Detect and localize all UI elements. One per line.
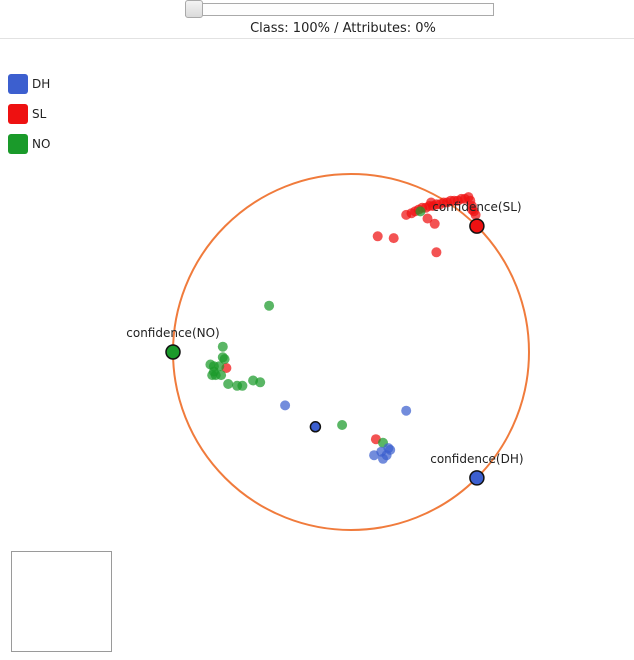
legend-item-no[interactable]: NO [8,133,50,154]
data-point-dh[interactable] [280,400,291,411]
anchor-dh[interactable] [469,470,485,486]
legend: DH SL NO [8,73,50,163]
data-point-sl[interactable] [426,197,437,208]
legend-swatch-sl [8,103,28,124]
data-point-dh[interactable] [401,405,412,416]
data-point-sl[interactable] [467,204,477,215]
weight-slider-thumb[interactable] [185,0,203,18]
legend-item-sl[interactable]: SL [8,103,50,124]
anchor-label-sl: confidence(SL) [432,200,521,214]
data-point-sl[interactable] [372,231,383,242]
data-point-no[interactable] [217,341,228,352]
centroid-marker[interactable] [309,421,322,433]
top-toolbar: Class: 100% / Attributes: 0% [0,0,634,39]
data-point-no[interactable] [216,370,227,381]
data-point-sl[interactable] [422,213,433,224]
legend-label: DH [32,76,51,91]
legend-swatch-no [8,133,28,154]
data-point-no[interactable] [337,420,348,430]
data-point-no[interactable] [264,300,275,311]
data-point-dh[interactable] [369,450,380,461]
anchor-no[interactable] [165,344,181,360]
data-point-no[interactable] [223,379,234,389]
data-point-dh[interactable] [378,453,388,464]
slider-caption: Class: 100% / Attributes: 0% [250,21,436,36]
anchor-sl[interactable] [469,218,485,234]
legend-swatch-dh [8,73,28,94]
data-point-sl[interactable] [431,247,442,258]
anchor-label-dh: confidence(DH) [430,452,523,466]
legend-label: SL [32,106,47,121]
data-point-no[interactable] [237,380,248,391]
minimap[interactable] [11,551,112,652]
data-point-dh[interactable] [385,444,396,455]
legend-label: NO [32,136,51,151]
legend-item-dh[interactable]: DH [8,73,50,94]
data-point-no[interactable] [415,206,426,217]
data-point-sl[interactable] [429,218,440,229]
anchor-label-no: confidence(NO) [126,326,219,340]
data-point-no[interactable] [255,377,266,388]
data-point-sl[interactable] [388,233,399,244]
data-point-no[interactable] [219,354,230,365]
